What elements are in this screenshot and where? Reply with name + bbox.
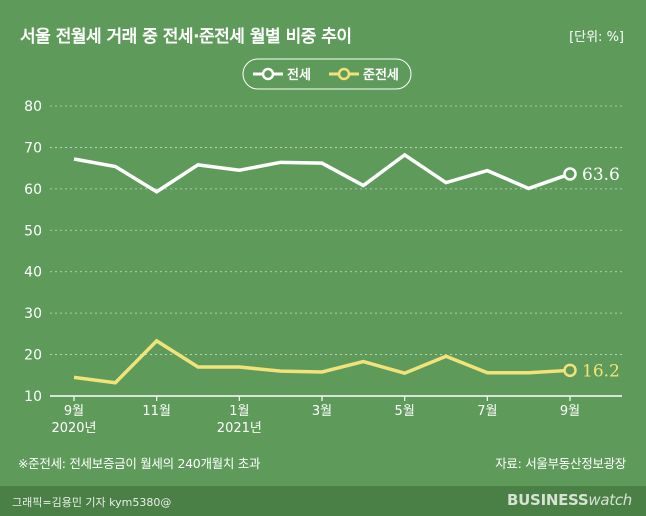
y-axis-ticks: 10 20 30 40 50 60 70 80	[24, 99, 42, 405]
y-tick-label: 60	[24, 182, 42, 198]
series-end-label-2: 16.2	[582, 361, 620, 381]
series-end-marker-2	[563, 363, 577, 378]
source-note: 자료: 서울부동산정보광장	[495, 456, 626, 471]
series-group: 63.6 16.2	[73, 152, 620, 385]
x-tick-label: 3월	[312, 404, 332, 419]
legend-label-1: 전세	[287, 67, 311, 83]
legend-swatch-marker-1	[261, 67, 275, 81]
series-line-2	[73, 338, 571, 385]
y-tick-label: 40	[24, 265, 42, 281]
y-tick-label: 50	[24, 223, 42, 239]
y-tick-label: 70	[24, 140, 42, 156]
x-tick-label: 9월	[64, 404, 84, 419]
chart-title: 서울 전월세 거래 중 전세·준전세 월별 비중 추이	[20, 27, 352, 47]
legend-label-2: 준전세	[363, 67, 399, 83]
credit-bar: 그래픽=김용민 기자 kym5380@ BUSINESSwatch	[0, 486, 646, 516]
credit-text: 그래픽=김용민 기자 kym5380@	[12, 496, 172, 509]
brand-part1: BUSINESS	[507, 491, 589, 509]
x-tick-label: 9월	[560, 404, 580, 419]
line-chart: 전세 준전세 10 20 30 40 50 60 70 80 9월 2020년 11월 1월 2021년…	[24, 58, 622, 436]
series-line-1	[73, 152, 571, 194]
y-tick-label: 30	[24, 306, 42, 322]
series-end-label-1: 63.6	[582, 165, 620, 185]
legend-swatch-marker-2	[337, 67, 351, 81]
x-axis-ticks: 9월 2020년 11월 1월 2021년 3월 5월 7월 9월	[51, 396, 580, 436]
y-tick-label: 80	[24, 99, 42, 115]
legend: 전세 준전세	[242, 58, 412, 90]
x-tick-label: 5월	[395, 404, 415, 419]
y-tick-label: 20	[24, 348, 42, 364]
x-tick-label: 1월	[229, 404, 249, 419]
x-tick-sublabel: 2020년	[51, 421, 96, 436]
y-tick-label: 10	[24, 389, 42, 405]
brand-part2: watch	[588, 491, 632, 509]
brand-logo: BUSINESSwatch	[507, 491, 632, 509]
grid-lines	[50, 105, 622, 397]
unit-label: [단위: %]	[569, 30, 624, 45]
x-tick-sublabel: 2021년	[217, 421, 262, 436]
legend-box	[242, 58, 412, 90]
x-tick-label: 7월	[477, 404, 497, 419]
footnote: ※준전세: 전세보증금이 월세의 240개월치 초과	[18, 456, 261, 471]
series-end-marker-1	[563, 167, 577, 181]
x-tick-label: 11월	[142, 404, 171, 419]
